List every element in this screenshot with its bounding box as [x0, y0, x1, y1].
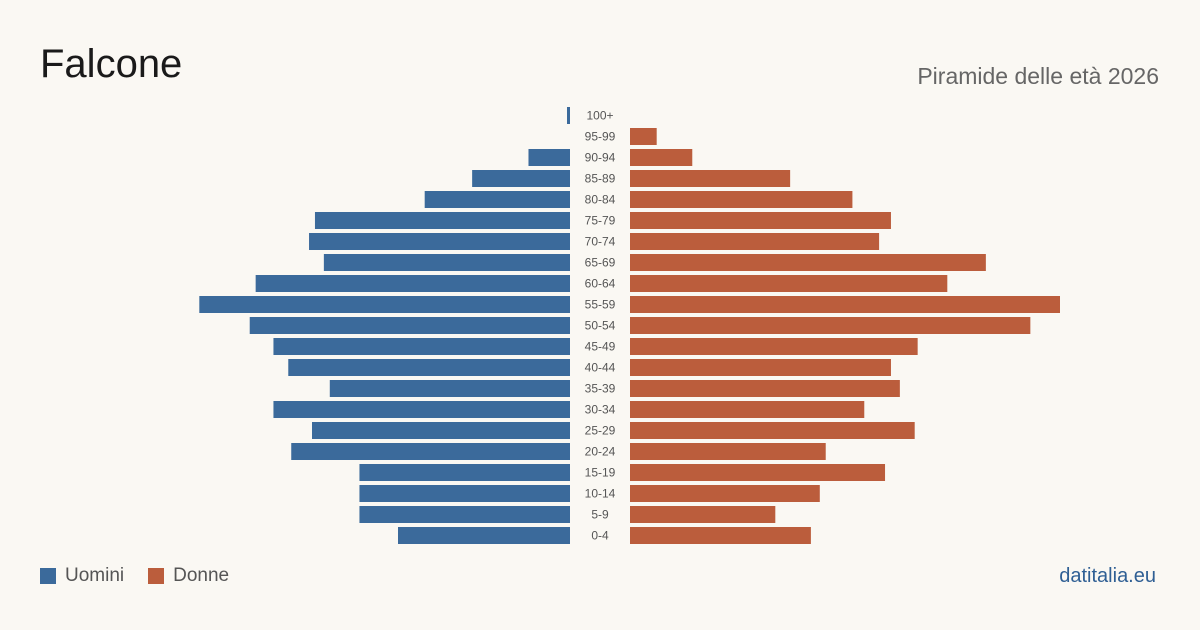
- legend-swatch-women: [148, 568, 165, 584]
- bar-women-85-89: [630, 170, 791, 187]
- bar-women-90-94: [630, 149, 693, 166]
- bar-men-50-54: [249, 317, 571, 334]
- legend-swatch-men: [40, 568, 56, 584]
- bar-women-60-64: [630, 275, 948, 292]
- bar-men-35-39: [329, 380, 570, 397]
- bar-women-55-59: [630, 296, 1060, 313]
- chart-subtitle: Piramide delle età 2026: [917, 63, 1159, 89]
- bar-men-0-4: [398, 527, 570, 544]
- bar-women-5-9: [630, 506, 776, 523]
- bar-men-40-44: [288, 359, 570, 376]
- age-label-85-89: 85-89: [585, 172, 616, 186]
- bar-women-10-14: [630, 485, 820, 502]
- bar-men-25-29: [312, 422, 570, 439]
- age-label-35-39: 35-39: [585, 382, 616, 396]
- brand-link[interactable]: datitalia.eu: [1059, 565, 1156, 587]
- age-label-70-74: 70-74: [585, 235, 616, 249]
- bar-men-80-84: [424, 191, 570, 208]
- bar-women-65-69: [630, 254, 986, 271]
- age-label-5-9: 5-9: [591, 508, 609, 522]
- bar-women-80-84: [630, 191, 853, 208]
- bar-men-20-24: [291, 443, 570, 460]
- legend-label-men: Uomini: [65, 565, 125, 586]
- bar-women-50-54: [630, 317, 1031, 334]
- age-label-80-84: 80-84: [585, 193, 616, 207]
- bar-women-25-29: [630, 422, 915, 439]
- age-label-0-4: 0-4: [591, 529, 609, 543]
- bar-women-0-4: [630, 527, 811, 544]
- bar-men-90-94: [528, 149, 570, 166]
- bar-women-70-74: [630, 233, 880, 250]
- legend-item-women: Donne: [148, 565, 229, 587]
- age-label-75-79: 75-79: [585, 214, 616, 228]
- bar-women-75-79: [630, 212, 891, 229]
- age-label-10-14: 10-14: [585, 487, 616, 501]
- bar-men-85-89: [472, 170, 570, 187]
- age-label-40-44: 40-44: [585, 361, 616, 375]
- bar-men-5-9: [359, 506, 570, 523]
- bar-men-65-69: [323, 254, 570, 271]
- bar-women-30-34: [630, 401, 865, 418]
- legend: Uomini Donne: [40, 565, 229, 587]
- age-label-90-94: 90-94: [585, 151, 616, 165]
- age-label-25-29: 25-29: [585, 424, 616, 438]
- bar-men-45-49: [273, 338, 570, 355]
- age-label-15-19: 15-19: [585, 466, 616, 480]
- bar-women-40-44: [630, 359, 891, 376]
- bar-men-30-34: [273, 401, 570, 418]
- chart-title: Falcone: [40, 42, 183, 86]
- age-label-60-64: 60-64: [585, 277, 616, 291]
- bar-women-45-49: [630, 338, 918, 355]
- bar-men-55-59: [199, 296, 570, 313]
- bar-women-95-99: [630, 128, 657, 145]
- bar-men-10-14: [359, 485, 570, 502]
- bar-men-15-19: [359, 464, 570, 481]
- bar-men-70-74: [309, 233, 570, 250]
- age-label-95-99: 95-99: [585, 130, 616, 144]
- legend-item-men: Uomini: [40, 565, 124, 587]
- bar-women-15-19: [630, 464, 886, 481]
- bar-men-100+: [567, 107, 570, 124]
- age-label-50-54: 50-54: [585, 319, 616, 333]
- bar-men-75-79: [314, 212, 570, 229]
- age-label-65-69: 65-69: [585, 256, 616, 270]
- age-label-30-34: 30-34: [585, 403, 616, 417]
- age-label-100+: 100+: [586, 109, 613, 123]
- bar-men-60-64: [255, 275, 571, 292]
- bar-women-20-24: [630, 443, 826, 460]
- age-label-55-59: 55-59: [585, 298, 616, 312]
- age-label-20-24: 20-24: [585, 445, 616, 459]
- legend-label-women: Donne: [173, 565, 230, 586]
- age-label-45-49: 45-49: [585, 340, 616, 354]
- bar-women-35-39: [630, 380, 900, 397]
